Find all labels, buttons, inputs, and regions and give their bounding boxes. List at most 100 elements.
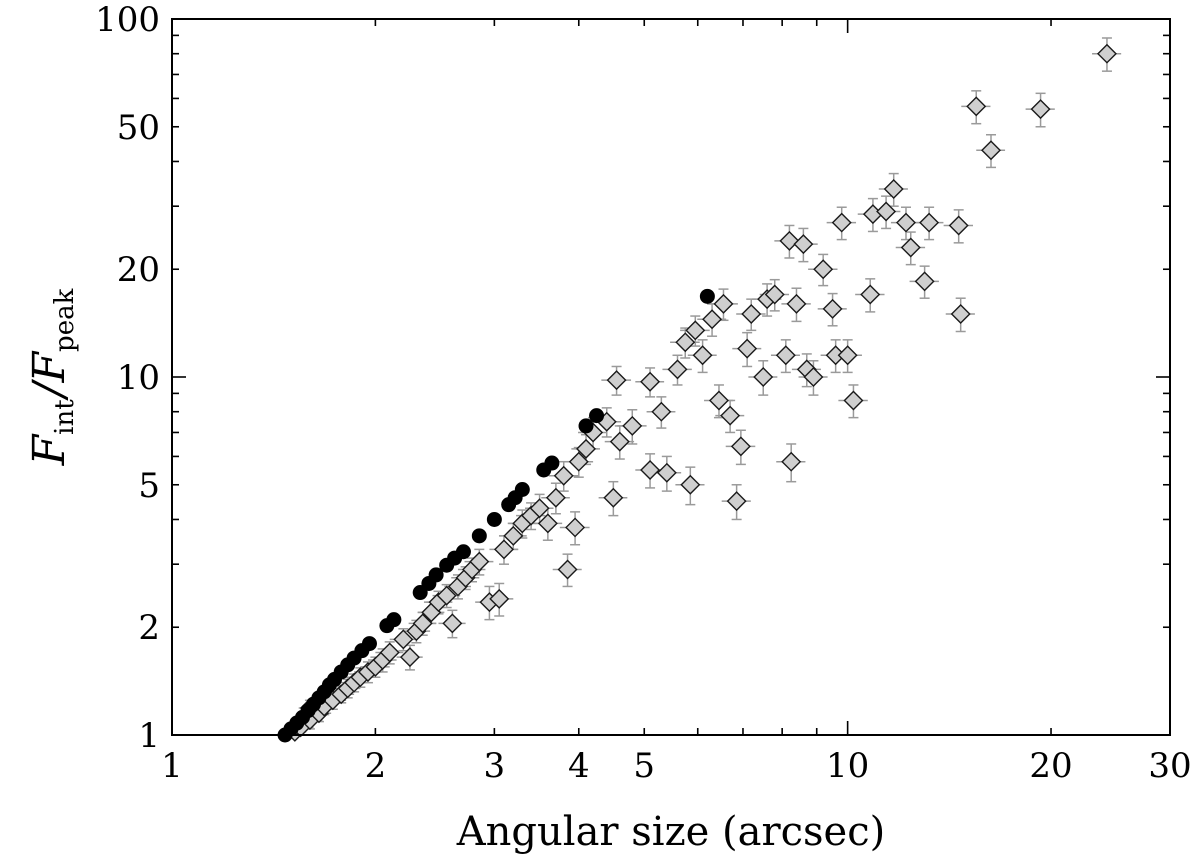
x-tick-label: 1 (161, 746, 183, 786)
diamond-point (843, 390, 864, 411)
y-axis-title-slash: / (24, 378, 75, 401)
circle-point (578, 418, 594, 434)
diamond-point (813, 259, 834, 280)
diamond-point (895, 212, 916, 233)
diamond-point (726, 491, 747, 512)
x-tick-label: 5 (633, 746, 655, 786)
diamond-point (606, 370, 627, 391)
diamond-point (545, 487, 566, 508)
y-tick-label: 20 (117, 250, 160, 290)
x-tick-labels: 1 2 3 4 5 10 20 30 (161, 746, 1191, 786)
diamond-point (503, 525, 524, 546)
diamond-point (883, 179, 904, 200)
diamond-point (603, 487, 624, 508)
diamond-point (876, 201, 897, 222)
y-axis-title-sub1: int (50, 399, 80, 435)
diamond-point (692, 345, 713, 366)
diamond-point (675, 332, 696, 353)
diamond-point (730, 436, 751, 457)
diamond-point (786, 293, 807, 314)
circle-point (428, 567, 444, 583)
diamond-point (393, 629, 414, 650)
diamond-point (640, 371, 661, 392)
diamond-point (1030, 99, 1051, 120)
diamond-point (950, 303, 971, 324)
diamond-point (489, 588, 510, 609)
y-axis-title-f1: F (24, 433, 75, 466)
diamond-point (708, 390, 729, 411)
y-tick-label: 100 (95, 0, 160, 40)
circle-markers-layer (277, 288, 715, 743)
diamond-point (680, 474, 701, 495)
diamond-point (399, 647, 420, 668)
y-axis-title: Fint/Fpeak (24, 288, 80, 466)
circle-point (544, 455, 560, 471)
diamond-point (576, 438, 597, 459)
diamond-markers-layer (284, 43, 1117, 742)
x-tick-label: 2 (365, 746, 387, 786)
diamond-point (713, 293, 734, 314)
circle-point (361, 636, 377, 652)
diamond-point (741, 303, 762, 324)
diamond-point (1096, 43, 1117, 64)
diamond-point (919, 212, 940, 233)
diamond-point (568, 451, 589, 472)
diamond-point (553, 465, 574, 486)
diamond-point (720, 405, 741, 426)
y-axis-title-f2: F (24, 350, 75, 383)
y-tick-label: 2 (138, 608, 160, 648)
diamond-point (837, 345, 858, 366)
tick-marks (171, 18, 1171, 736)
diamond-point (831, 212, 852, 233)
diamond-point (667, 359, 688, 380)
y-tick-label: 50 (117, 108, 160, 148)
y-tick-label: 5 (138, 466, 160, 506)
circle-point (699, 288, 715, 304)
diamond-point (737, 338, 758, 359)
diamond-point (442, 613, 463, 634)
diamond-point (764, 284, 785, 305)
diamond-point (565, 517, 586, 538)
y-axis-title-sub2: peak (50, 288, 80, 352)
circle-point (471, 528, 487, 544)
diamond-point (685, 320, 706, 341)
circle-point (486, 511, 502, 527)
diamond-point (775, 345, 796, 366)
diamond-point (966, 96, 987, 117)
diamond-point (656, 462, 677, 483)
circle-point (514, 482, 530, 498)
y-tick-label: 10 (117, 358, 160, 398)
diamond-point (379, 642, 400, 663)
x-tick-label: 20 (1029, 746, 1072, 786)
x-tick-label: 3 (484, 746, 506, 786)
y-tick-labels: 1 2 5 10 20 50 100 (95, 0, 160, 756)
circle-point (589, 408, 605, 424)
x-tick-label: 30 (1148, 746, 1191, 786)
diamond-point (622, 415, 643, 436)
diamond-point (493, 539, 514, 560)
diamond-point (900, 237, 921, 258)
diamond-point (948, 215, 969, 236)
diamond-point (822, 298, 843, 319)
diamond-point (753, 367, 774, 387)
diamond-point (609, 431, 630, 452)
diamond-point (557, 559, 578, 580)
diamond-point (640, 459, 661, 480)
diamond-point (914, 271, 935, 292)
diamond-point (412, 613, 433, 634)
circle-point (455, 544, 471, 560)
diamond-point (436, 585, 457, 606)
plot-frame (171, 18, 1171, 736)
diamond-point (537, 513, 558, 534)
diamond-point (803, 367, 824, 387)
diamond-point (981, 140, 1001, 161)
diamond-point (860, 284, 881, 305)
circle-point (386, 612, 402, 628)
diamond-point (779, 230, 800, 251)
diamond-point (651, 401, 672, 422)
diamond-point (781, 451, 802, 472)
y-tick-label: 1 (138, 716, 160, 756)
diamond-point (793, 234, 814, 255)
x-axis-title: Angular size (arcsec) (456, 809, 885, 855)
